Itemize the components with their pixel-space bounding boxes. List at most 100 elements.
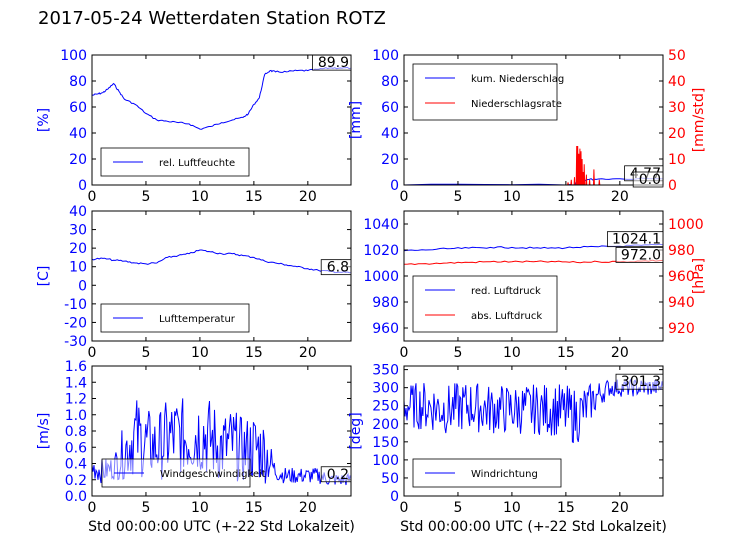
x-tick-label: 10 <box>191 345 209 361</box>
x-axis-label: Std 00:00:00 UTC (+-22 Std Lokalzeit) <box>88 519 355 535</box>
x-tick-label: 5 <box>453 345 462 361</box>
y-tick-label-right: 960 <box>668 269 695 285</box>
y-axis-label-right: [mm/std] <box>691 88 707 153</box>
x-tick-label: 15 <box>245 345 263 361</box>
y-axis-label: [mm] <box>348 101 364 139</box>
annotation-label: 89.9 <box>318 55 349 71</box>
x-tick-label: 5 <box>141 500 150 516</box>
annotation-box <box>607 231 664 248</box>
annotation-box <box>312 54 352 71</box>
annotation-label: 972.0 <box>621 247 661 263</box>
y-tick-label-right: 30 <box>668 100 686 116</box>
subplot-humidity: 0 5 10 15 20 0 20 40 60 80 100 [%] rel. Luftfeuchte 8… <box>36 48 352 205</box>
series-line-temperature-0 <box>92 249 351 274</box>
y-tick-label-right: 980 <box>668 243 695 259</box>
legend: rel. Luftfeuchte <box>100 147 250 177</box>
y-tick-label: 50 <box>381 471 399 487</box>
y-tick-label: 80 <box>69 74 87 90</box>
y-tick-label: 980 <box>372 295 399 311</box>
x-tick-label: 20 <box>299 500 317 516</box>
x-tick-label: 5 <box>453 189 462 205</box>
y-axis-label: [%] <box>36 108 52 132</box>
y-tick-label: 20 <box>381 152 399 168</box>
annotation-label: 1024.1 <box>612 232 661 248</box>
y-axis-label-right: [hPa] <box>691 258 707 294</box>
y-tick-label-right: 1000 <box>668 217 704 233</box>
y-tick-label: 1020 <box>363 243 399 259</box>
y-tick-label-right: 920 <box>668 321 695 337</box>
y-tick-label: 300 <box>372 381 399 397</box>
y-tick-label: 60 <box>69 100 87 116</box>
x-tick-label: 15 <box>557 500 575 516</box>
x-tick-label: 5 <box>141 189 150 205</box>
plot-frame <box>91 54 352 186</box>
y-tick-label: 0.6 <box>65 440 87 456</box>
y-tick-label: 100 <box>372 48 399 64</box>
x-tick-label: 10 <box>503 189 521 205</box>
y-tick-label: 0.4 <box>65 457 87 473</box>
y-tick-label: 10 <box>69 260 87 276</box>
legend-label: Windrichtung <box>471 469 538 480</box>
x-tick-label: 20 <box>611 189 629 205</box>
annotation-box <box>615 373 664 390</box>
series-line-precip-1 <box>404 145 663 185</box>
x-tick-label: 15 <box>557 189 575 205</box>
x-tick-label: 10 <box>191 189 209 205</box>
x-tick-label: 20 <box>299 189 317 205</box>
plot-frame <box>91 210 352 342</box>
y-tick-label: 0 <box>78 178 87 194</box>
subplot-pressure: 0 5 10 15 20 960 980 1000 1020 1040 920 940 960 980 10… <box>363 210 707 361</box>
y-tick-label-right: 10 <box>668 152 686 168</box>
annotation-box <box>320 259 352 276</box>
x-tick-label: 0 <box>400 189 409 205</box>
y-tick-label: 0.0 <box>65 489 87 505</box>
x-tick-label: 10 <box>191 500 209 516</box>
y-tick-label: 1000 <box>363 269 399 285</box>
y-tick-label-right: 40 <box>668 74 686 90</box>
y-tick-label: 150 <box>372 435 399 451</box>
y-tick-label: 0 <box>78 278 87 294</box>
y-tick-label-right: 940 <box>668 295 695 311</box>
annotation-box <box>320 466 352 483</box>
y-tick-label: 40 <box>69 126 87 142</box>
series-line-winddir-0 <box>404 377 663 444</box>
y-tick-label: 30 <box>69 223 87 239</box>
legend-label: kum. Niederschlag <box>471 74 564 85</box>
x-tick-label: 0 <box>88 345 97 361</box>
legend-label: Windgeschwindigkeit <box>160 469 266 480</box>
x-tick-label: 15 <box>557 345 575 361</box>
y-tick-label: 20 <box>69 152 87 168</box>
y-tick-label: 60 <box>381 100 399 116</box>
subplot-precip: 0 5 10 15 20 0 20 40 60 80 100 0 10 20 30 40 50 [mm] [mm/s… <box>348 48 707 205</box>
y-tick-label: 250 <box>372 399 399 415</box>
y-tick-label: 100 <box>60 48 87 64</box>
legend-label: Lufttemperatur <box>159 314 236 325</box>
x-tick-label: 10 <box>503 345 521 361</box>
x-tick-label: 5 <box>141 345 150 361</box>
y-tick-label: 1.6 <box>65 359 87 375</box>
x-tick-label: 0 <box>400 500 409 516</box>
x-tick-label: 15 <box>245 189 263 205</box>
series-line-wind-0 <box>92 398 351 486</box>
x-tick-label: 10 <box>503 500 521 516</box>
legend-frame <box>412 63 558 121</box>
annotation-box <box>615 246 664 263</box>
x-tick-label: 0 <box>88 500 97 516</box>
x-tick-label: 5 <box>453 500 462 516</box>
series-line-precip-0 <box>404 177 663 185</box>
y-tick-label: 350 <box>372 363 399 379</box>
y-tick-label: 0 <box>390 178 399 194</box>
y-tick-label: 1.4 <box>65 375 87 391</box>
y-tick-label: -10 <box>64 297 87 313</box>
legend: Windgeschwindigkeit <box>101 458 266 488</box>
legend-label: rel. Luftfeuchte <box>159 158 235 169</box>
plot-frame <box>403 54 664 186</box>
y-tick-label: -20 <box>64 315 87 331</box>
legend: kum. Niederschlag Niederschlagsrate <box>412 63 564 121</box>
y-tick-label: 20 <box>69 241 87 257</box>
y-tick-label: 0.8 <box>65 424 87 440</box>
annotation-label: 301.3 <box>621 374 661 390</box>
y-axis-label: [deg] <box>348 412 364 449</box>
